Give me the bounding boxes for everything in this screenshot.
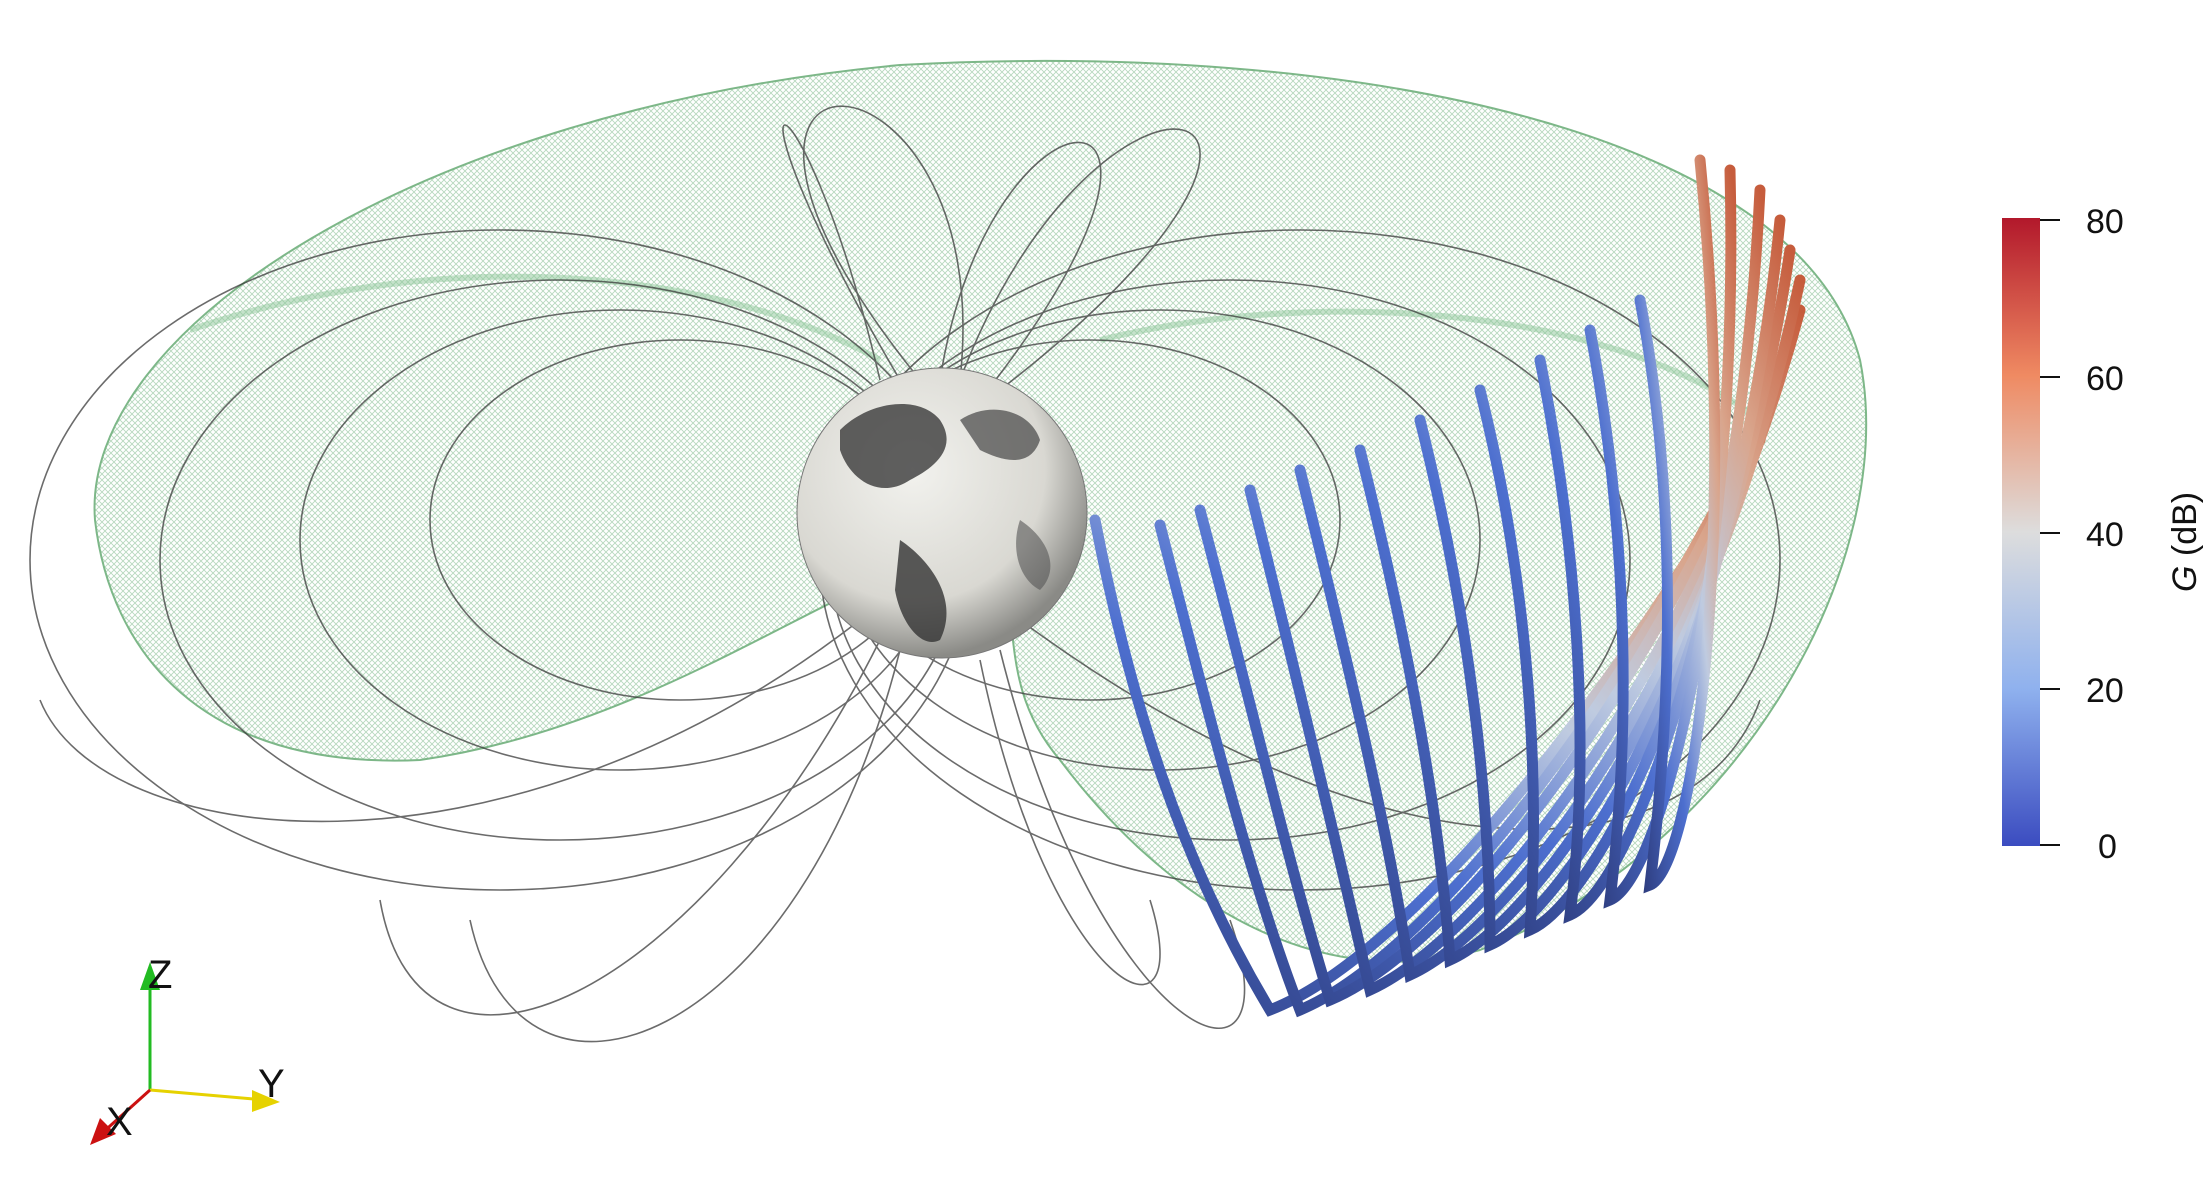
y-axis-label: Y (258, 1062, 285, 1106)
colorbar (2002, 218, 2060, 846)
colorbar-tick-60: 60 (2086, 360, 2124, 398)
colorbar-title-unit: (dB) (2166, 491, 2203, 566)
colorbar-title-var: G (2166, 565, 2203, 592)
z-axis-arrow (140, 962, 160, 990)
ray-paths (1089, 154, 1806, 1018)
colorbar-tick-0: 0 (2098, 828, 2117, 866)
colorbar-title: G (dB) (2166, 492, 2203, 592)
colorbar-tick-80: 80 (2086, 203, 2124, 241)
orientation-axes (90, 962, 280, 1145)
colorbar-tick-40: 40 (2086, 516, 2124, 554)
colorbar-tick-20: 20 (2086, 672, 2124, 710)
earth-globe (796, 367, 1088, 659)
colorbar-gradient (2002, 218, 2040, 846)
x-axis-arrow (90, 1118, 116, 1145)
y-axis-arrow (252, 1090, 280, 1112)
x-axis-label: X (106, 1100, 133, 1144)
z-axis-label: Z (148, 953, 173, 997)
